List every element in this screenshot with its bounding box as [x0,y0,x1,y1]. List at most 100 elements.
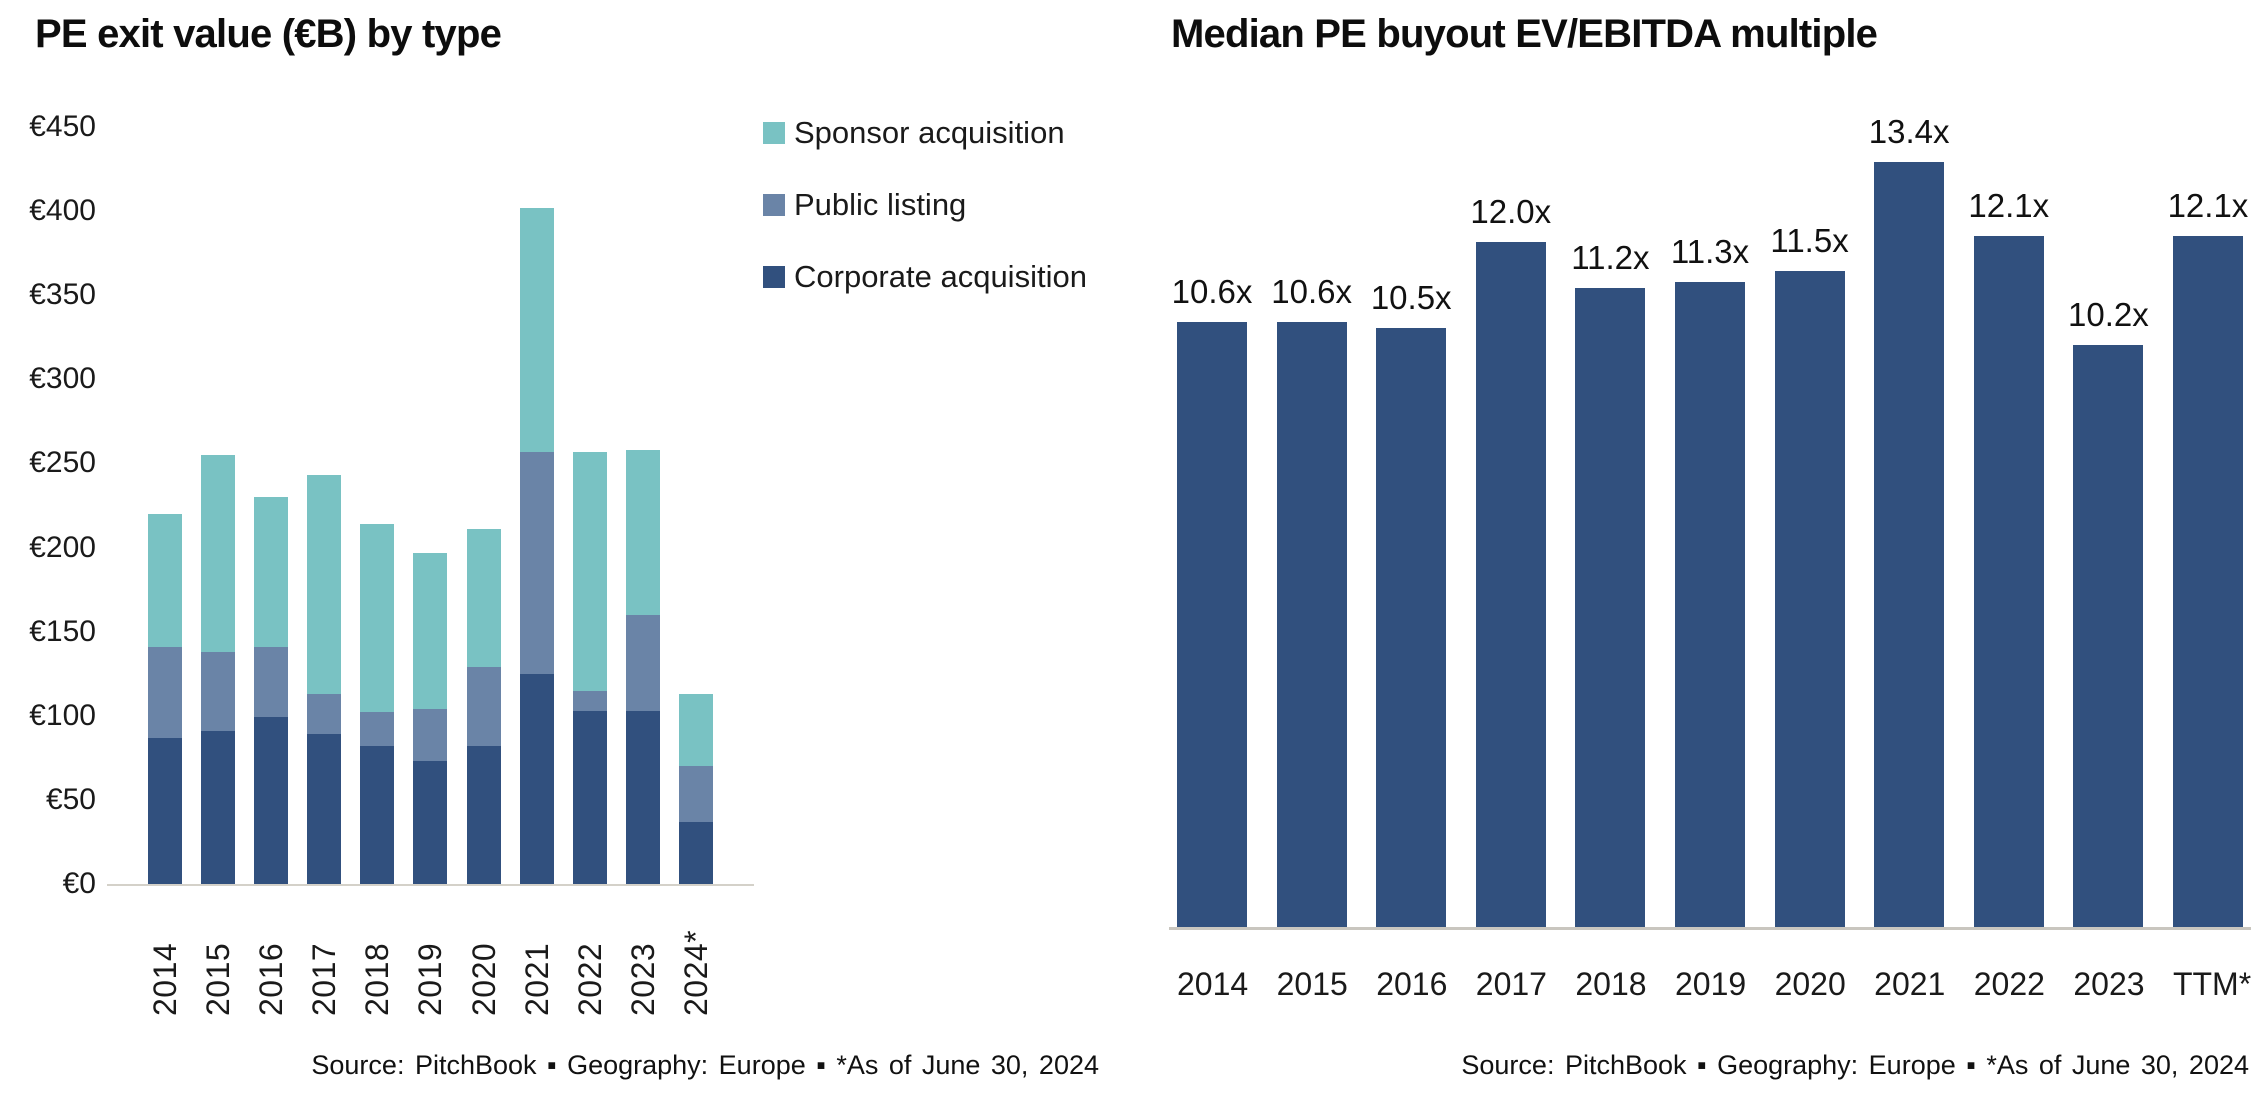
x-tick: 2024* [677,916,714,1016]
bar-segment [254,717,289,884]
bar-segment [519,207,554,452]
x-tick-label: 2015 [200,942,237,1016]
bar-segment [678,821,713,884]
x-tick-label: 2019 [1674,966,1747,1002]
x-tick: 2016 [253,916,290,1016]
legend-swatch [763,194,785,216]
right-bars: 10.6x 10.6x 10.5x 12.0x 11.2x 11.3x 11.5x 13.4x… [1172,108,2248,927]
bar-segment [360,712,395,747]
x-tick-label: 2020 [465,942,502,1016]
bar-2014 [1177,322,1247,927]
bar-segment [519,673,554,884]
bar-segment [678,693,713,767]
y-tick-label: €0 [62,867,96,900]
legend-swatch [763,122,785,144]
stacked-bar-2023 [625,450,660,884]
y-tick-label: €200 [29,530,96,564]
x-tick: 2022 [571,916,608,1016]
legend-item: Corporate acquisition [763,259,1103,294]
x-tick-label: 2024* [677,929,714,1016]
bar-2017 [1475,242,1546,927]
x-tick-label: 2016 [253,942,290,1016]
legend-swatch [763,266,785,288]
bar-segment [254,646,289,718]
stacked-bar-2017 [307,475,342,884]
bar-2021 [1874,162,1945,927]
bar-segment [307,734,342,884]
stacked-bar-2018 [360,524,395,884]
bar-value-label: 11.2x [1571,238,1650,276]
bar-group-2020: 11.5x [1770,222,1849,927]
stacked-bar-2015 [201,455,236,884]
x-tick-label: 2018 [1575,966,1647,1002]
x-tick-label: 2019 [412,942,449,1016]
bar-value-label: 11.5x [1770,221,1849,259]
bar-segment [201,455,236,652]
bar-segment [148,513,182,647]
x-tick-label: 2020 [1774,966,1846,1002]
bar-value-label: 13.4x [1868,113,1950,151]
bar-2019 [1674,282,1745,927]
legend-label: Sponsor acquisition [794,115,1065,150]
bar-segment [307,693,342,735]
legend-item: Sponsor acquisition [763,115,1103,150]
x-tick-label: 2017 [1475,966,1547,1002]
bar-value-label: 10.6x [1271,273,1352,311]
x-tick-label: 2014 [147,942,183,1016]
bar-segment [625,710,660,884]
bar-segment [625,450,660,615]
x-tick-label: 2023 [2073,966,2145,1002]
left-chart: PE exit value (€B) by type €0 €50 €100 €150… [26,0,1102,1109]
y-tick-label: €250 [29,446,96,480]
x-tick-label: 2017 [306,942,343,1016]
y-tick-label: €350 [29,278,96,312]
x-tick-label: 2021 [1874,966,1946,1002]
bar-value-label: 12.1x [2167,187,2249,225]
x-tick: 2020 [465,916,502,1016]
left-bars [148,127,713,884]
right-chart-title: Median PE buyout EV/EBITDA multiple [1171,12,1878,56]
stacked-bar-2014 [148,513,182,884]
right-x-axis-line [1169,927,2251,930]
left-y-axis-labels: €0 €50 €100 €150 €200 €250 €300 €350 €400 €450 [26,110,96,900]
left-chart-title: PE exit value (€B) by type [35,12,502,56]
y-tick-label: €50 [45,782,96,816]
x-tick-label: 2022 [571,942,608,1016]
bar-value-label: 10.5x [1370,278,1452,316]
bar-2015 [1276,322,1347,927]
left-source-note: Source: PitchBook ▪ Geography: Europe ▪ … [311,1050,1099,1080]
legend-item: Public listing [763,187,1103,222]
bar-group-TTM*: 12.1x [2168,188,2248,927]
right-x-axis-labels: 2014 2015 2016 2017 2018 2019 2020 2021 2022 2023… [1177,966,2252,1003]
bar-segment [678,766,713,822]
bar-segment [413,709,448,762]
x-tick-label: 2021 [518,942,555,1016]
x-tick-label: 2023 [624,942,661,1016]
y-tick-label: €100 [29,698,96,732]
x-tick: 2014 [147,916,183,1016]
right-source-note: Source: PitchBook ▪ Geography: Europe ▪ … [1461,1050,2249,1080]
x-tick: 2023 [624,916,661,1016]
legend-label: Corporate acquisition [794,259,1087,294]
x-tick-label: TTM* [2172,966,2252,1002]
x-tick: 2017 [306,916,343,1016]
bar-segment [307,475,342,694]
x-tick-label: 2014 [1177,966,1249,1002]
left-x-axis-line [107,884,754,886]
bar-2022 [1973,236,2044,927]
bar-2018 [1575,287,1646,927]
stacked-bar-2022 [572,451,607,884]
bar-2023 [2073,344,2144,927]
right-chart: Median PE buyout EV/EBITDA multiple 10.6… [1155,0,2255,1109]
right-plot-area: 10.6x 10.6x 10.5x 12.0x 11.2x 11.3x 11.5x 13.4x… [1169,108,2251,930]
stacked-bar-2016 [254,497,289,884]
bar-segment [466,529,501,667]
bar-2016 [1376,327,1447,927]
bar-segment [360,746,395,884]
x-tick-label: 2022 [1973,966,2045,1002]
bar-value-label: 10.2x [2067,295,2149,333]
legend: Sponsor acquisition Public listing Corpora… [763,115,1103,332]
bar-value-label: 12.1x [1968,187,2050,225]
bar-group-2021: 13.4x [1869,114,1950,927]
